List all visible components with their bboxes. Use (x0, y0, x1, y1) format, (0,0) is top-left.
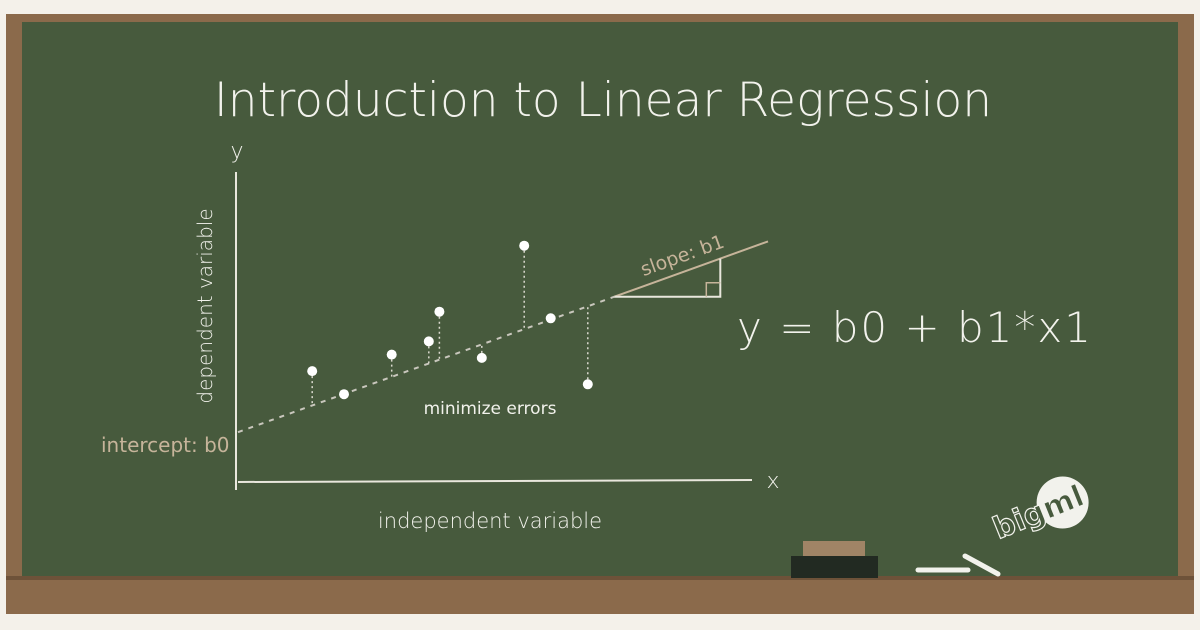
eraser-icon (791, 541, 878, 578)
y-axis-label: dependent variable (193, 208, 217, 403)
data-point (519, 240, 530, 251)
x-axis-label: independent variable (378, 509, 602, 533)
chalk-tray (6, 578, 1194, 614)
data-point (434, 306, 445, 317)
axes (235, 172, 753, 490)
data-point (423, 336, 434, 347)
data-point (582, 379, 593, 390)
right-angle-marker (705, 281, 721, 297)
data-point (545, 313, 556, 324)
chalk-stick-angled (962, 553, 1001, 577)
regression-line-solid (613, 240, 769, 298)
page-title: Introduction to Linear Regression (214, 73, 992, 128)
eraser-felt (791, 556, 878, 578)
slope-triangle (614, 258, 722, 298)
regression-equation: y = b0 + b1*x1 (737, 303, 1093, 352)
data-point (386, 349, 397, 360)
chalk-stick-icon (915, 553, 1001, 577)
data-point (339, 389, 349, 400)
intercept-label: intercept: b0 (101, 433, 230, 457)
regression-plot (237, 240, 769, 434)
logo-badge (1036, 476, 1089, 529)
chalk-tray-shadow (6, 576, 1194, 580)
y-axis-letter: y (230, 139, 243, 164)
errors-label: minimize errors (424, 399, 557, 419)
data-point (307, 366, 318, 377)
x-axis (237, 479, 753, 483)
x-axis-letter: x (766, 469, 779, 494)
eraser-top (803, 541, 865, 557)
data-point (476, 352, 487, 363)
